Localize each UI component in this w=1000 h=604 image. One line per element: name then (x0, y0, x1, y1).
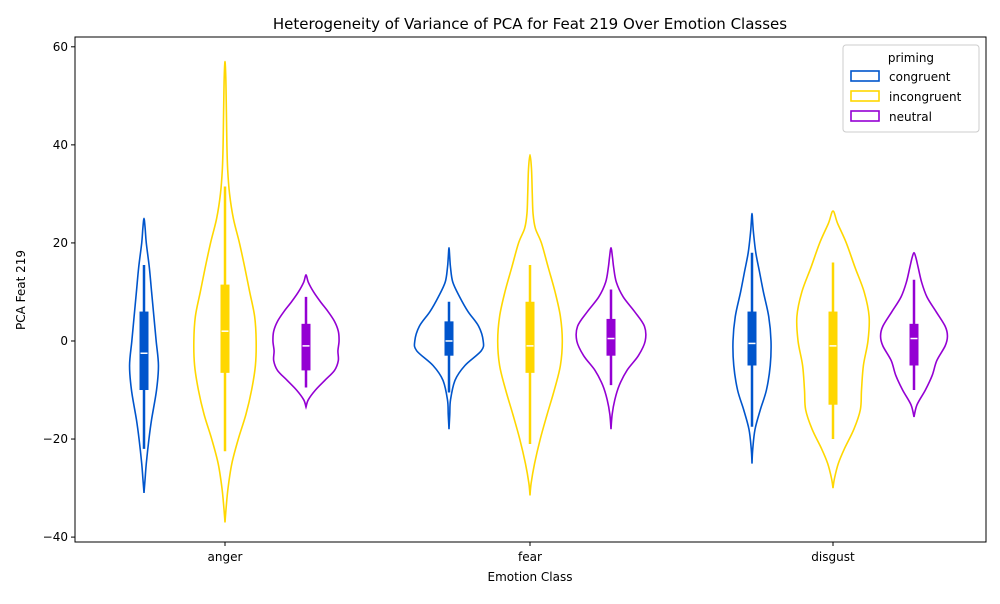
legend-label-congruent: congruent (889, 70, 951, 84)
x-tick-label: disgust (811, 550, 855, 564)
violin-body (732, 212, 772, 464)
violin-layer (128, 60, 949, 523)
violin-body (575, 247, 647, 430)
violin-incongruent-anger (192, 60, 258, 523)
violin-iqr-box (220, 284, 230, 373)
y-tick-label: 60 (53, 40, 68, 54)
y-tick-label: 40 (53, 138, 68, 152)
y-axis: −40 −20 0 20 40 60 (43, 40, 75, 544)
y-tick-label: 20 (53, 236, 68, 250)
y-tick-label: −40 (43, 530, 68, 544)
violin-body (192, 60, 258, 523)
violin-body (795, 210, 871, 489)
violin-neutral-fear (575, 247, 647, 430)
chart-title: Heterogeneity of Variance of PCA for Fea… (273, 15, 787, 33)
violin-iqr-box (606, 318, 616, 356)
violin-body (413, 247, 485, 430)
violin-iqr-box (909, 323, 919, 366)
violin-body (879, 251, 949, 418)
violin-neutral-disgust (879, 251, 949, 418)
legend-label-incongruent: incongruent (889, 90, 962, 104)
legend-label-neutral: neutral (889, 110, 932, 124)
violin-iqr-box (139, 311, 149, 391)
violin-iqr-box (525, 301, 535, 373)
violin-congruent-fear (413, 247, 485, 430)
legend-swatch-neutral (850, 110, 880, 122)
violin-iqr-box (444, 321, 454, 356)
violin-body (128, 217, 160, 494)
violin-congruent-anger (128, 217, 160, 494)
legend-title: priming (888, 51, 934, 65)
y-axis-label: PCA Feat 219 (14, 250, 28, 330)
violin-incongruent-disgust (795, 210, 871, 489)
x-axis: anger fear disgust (208, 542, 855, 564)
legend-swatch-incongruent (850, 90, 880, 102)
violin-congruent-disgust (732, 212, 772, 464)
legend-swatch-congruent (850, 70, 880, 82)
x-axis-label: Emotion Class (488, 570, 573, 584)
violin-neutral-anger (272, 273, 340, 410)
violin-incongruent-fear (496, 153, 564, 496)
violin-body (272, 273, 340, 410)
violin-iqr-box (301, 323, 311, 371)
violin-iqr-box (828, 311, 838, 405)
violin-iqr-box (747, 311, 757, 366)
y-tick-label: 0 (60, 334, 68, 348)
x-tick-label: fear (518, 550, 542, 564)
violin-body (496, 153, 564, 496)
y-tick-label: −20 (43, 432, 68, 446)
legend: priming congruent incongruent neutral (842, 44, 980, 133)
x-tick-label: anger (208, 550, 243, 564)
